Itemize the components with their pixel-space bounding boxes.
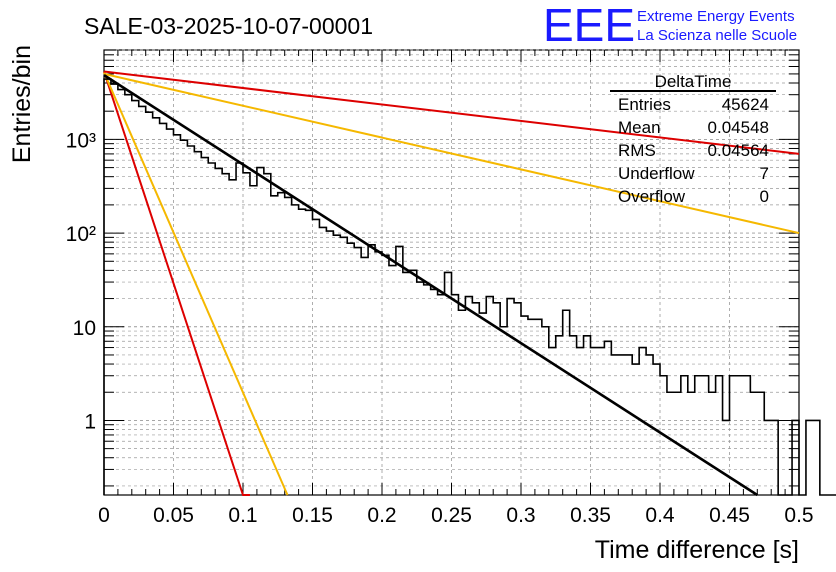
series-line-fit	[103, 74, 759, 497]
x-tick-label: 0.3	[506, 504, 535, 527]
y-tick-label: 10	[73, 317, 96, 340]
histogram-steps	[103, 78, 836, 496]
x-tick-label: 0	[98, 504, 110, 527]
stats-label-overflow: Overflow	[618, 187, 686, 206]
stats-value-mean: 0.04548	[708, 118, 769, 137]
data-layer	[103, 70, 836, 497]
x-tick-label: 0.35	[570, 504, 611, 527]
stats-box: DeltaTime Entries 45624 Mean 0.04548 RMS…	[610, 72, 776, 206]
stats-label-underflow: Underflow	[618, 164, 695, 183]
y-axis-label: Entries/bin	[8, 45, 36, 163]
stats-value-overflow: 0	[760, 187, 769, 206]
x-tick-label: 0.5	[784, 504, 813, 527]
x-tick-label: 0.15	[292, 504, 333, 527]
stats-value-rms: 0.04564	[708, 141, 769, 160]
y-tick-label: 1	[84, 410, 96, 433]
series-line-orange-steep	[103, 71, 289, 496]
stats-value-entries: 45624	[722, 95, 769, 114]
x-axis-label: Time difference [s]	[595, 536, 799, 564]
logo-line-2: La Scienza nelle Scuole	[637, 27, 797, 44]
series-line-red-steep	[103, 71, 250, 496]
tick-labels: 0 0.05 0.1 0.15 0.2 0.25 0.3 0.35 0.4 0.45 0.5 1 10 1…	[66, 129, 814, 527]
x-tick-label: 0.1	[228, 504, 257, 527]
x-tick-label: 0.2	[367, 504, 396, 527]
series-line-orange-shallow	[103, 72, 800, 235]
x-tick-label: 0.25	[431, 504, 472, 527]
y-tick-label: 10²	[66, 223, 96, 246]
eee-logo: EEE	[543, 0, 635, 51]
logo-line-1: Extreme Energy Events	[637, 8, 795, 25]
x-tick-label: 0.05	[153, 504, 194, 527]
stats-title: DeltaTime	[655, 72, 732, 91]
x-tick-label: 0.45	[709, 504, 750, 527]
x-tick-label: 0.4	[645, 504, 675, 527]
stats-label-entries: Entries	[618, 95, 671, 114]
stats-label-mean: Mean	[618, 118, 661, 137]
stats-label-rms: RMS	[618, 141, 656, 160]
series-line-red-shallow	[103, 70, 800, 155]
y-tick-label: 10³	[66, 129, 96, 152]
chart-title: SALE-03-2025-10-07-00001	[84, 13, 373, 39]
grid	[104, 49, 799, 495]
stats-value-underflow: 7	[760, 164, 769, 183]
